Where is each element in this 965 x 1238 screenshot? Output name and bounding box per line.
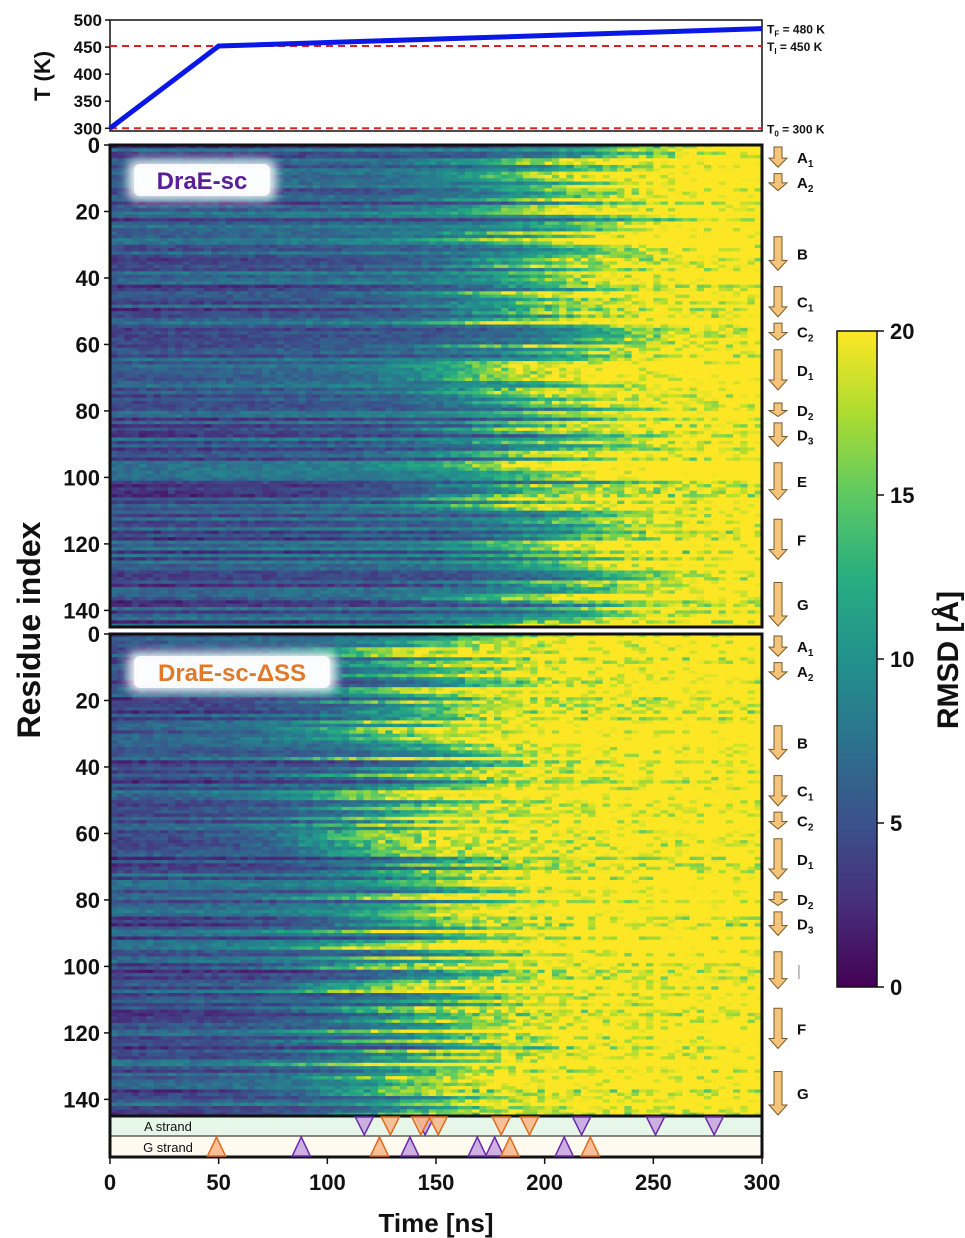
temp-ytick-label: 500: [74, 11, 102, 30]
temp-annotation-1: TI = 450 K: [767, 40, 823, 56]
temperature-axis-title: T (K): [30, 51, 55, 101]
temp-annotation-2: TF = 480 K: [767, 23, 825, 39]
temp-ytick-label: 400: [74, 65, 102, 84]
temp-annotation-0: T0 = 300 K: [767, 122, 825, 138]
temp-ytick-label: 450: [74, 38, 102, 57]
temp-ytick-label: 350: [74, 92, 102, 111]
